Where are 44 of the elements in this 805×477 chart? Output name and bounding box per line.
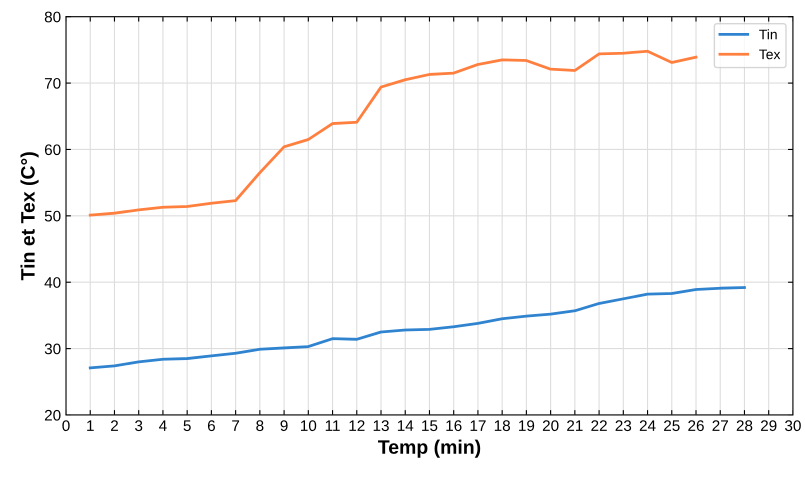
x-axis-title: Temp (min) xyxy=(378,440,480,458)
y-tick-label: 70 xyxy=(44,78,61,89)
x-tick-label: 17 xyxy=(470,420,486,431)
y-tick-label: 40 xyxy=(44,277,61,288)
y-tick-label: 50 xyxy=(44,210,61,222)
line-series xyxy=(88,286,746,370)
x-tick-label: 26 xyxy=(688,420,704,432)
x-tick-label: 6 xyxy=(208,420,215,432)
x-tick-label: 27 xyxy=(712,420,728,431)
x-tick-label: 12 xyxy=(349,420,365,431)
x-tick-label: 14 xyxy=(398,420,414,431)
y-tick-label: 20 xyxy=(44,410,61,421)
x-tick-label: 16 xyxy=(446,420,462,432)
y-axis-title: Tin et Tex (C°) xyxy=(20,152,39,280)
x-tick-label: 7 xyxy=(232,420,240,431)
y-tick-label: 80 xyxy=(44,12,61,22)
x-tick-label: 30 xyxy=(785,420,801,432)
x-tick-label: 21 xyxy=(567,420,583,431)
x-tick-label: 15 xyxy=(422,420,438,432)
x-tick-label: 10 xyxy=(300,420,316,432)
x-tick-label: 4 xyxy=(159,420,167,431)
x-tick-label: 22 xyxy=(591,420,607,431)
y-tick-label: 60 xyxy=(44,144,61,156)
x-tick-label: 0 xyxy=(62,420,70,432)
y-tick-label: 30 xyxy=(44,343,61,354)
x-tick-label: 29 xyxy=(760,420,776,432)
x-tick-label: 8 xyxy=(256,420,264,432)
x-tick-label: 11 xyxy=(326,420,340,431)
x-tick-label: 20 xyxy=(542,420,559,432)
x-tick-label: 23 xyxy=(616,420,632,432)
x-tick-label: 25 xyxy=(664,420,680,432)
x-tick-label: 1 xyxy=(87,420,94,431)
x-tick-label: 13 xyxy=(374,420,389,432)
x-tick-label: 9 xyxy=(280,420,288,432)
x-tick-label: 2 xyxy=(110,420,118,431)
x-tick-label: 28 xyxy=(736,420,752,432)
legend-label: Tin xyxy=(759,29,777,40)
line-series xyxy=(88,50,698,217)
legend-label: Tex xyxy=(759,50,780,60)
x-tick-label: 3 xyxy=(135,420,142,432)
x-tick-label: 19 xyxy=(519,420,534,432)
x-tick-label: 5 xyxy=(184,420,191,432)
x-tick-label: 24 xyxy=(640,420,656,431)
x-tick-label: 18 xyxy=(494,420,510,432)
